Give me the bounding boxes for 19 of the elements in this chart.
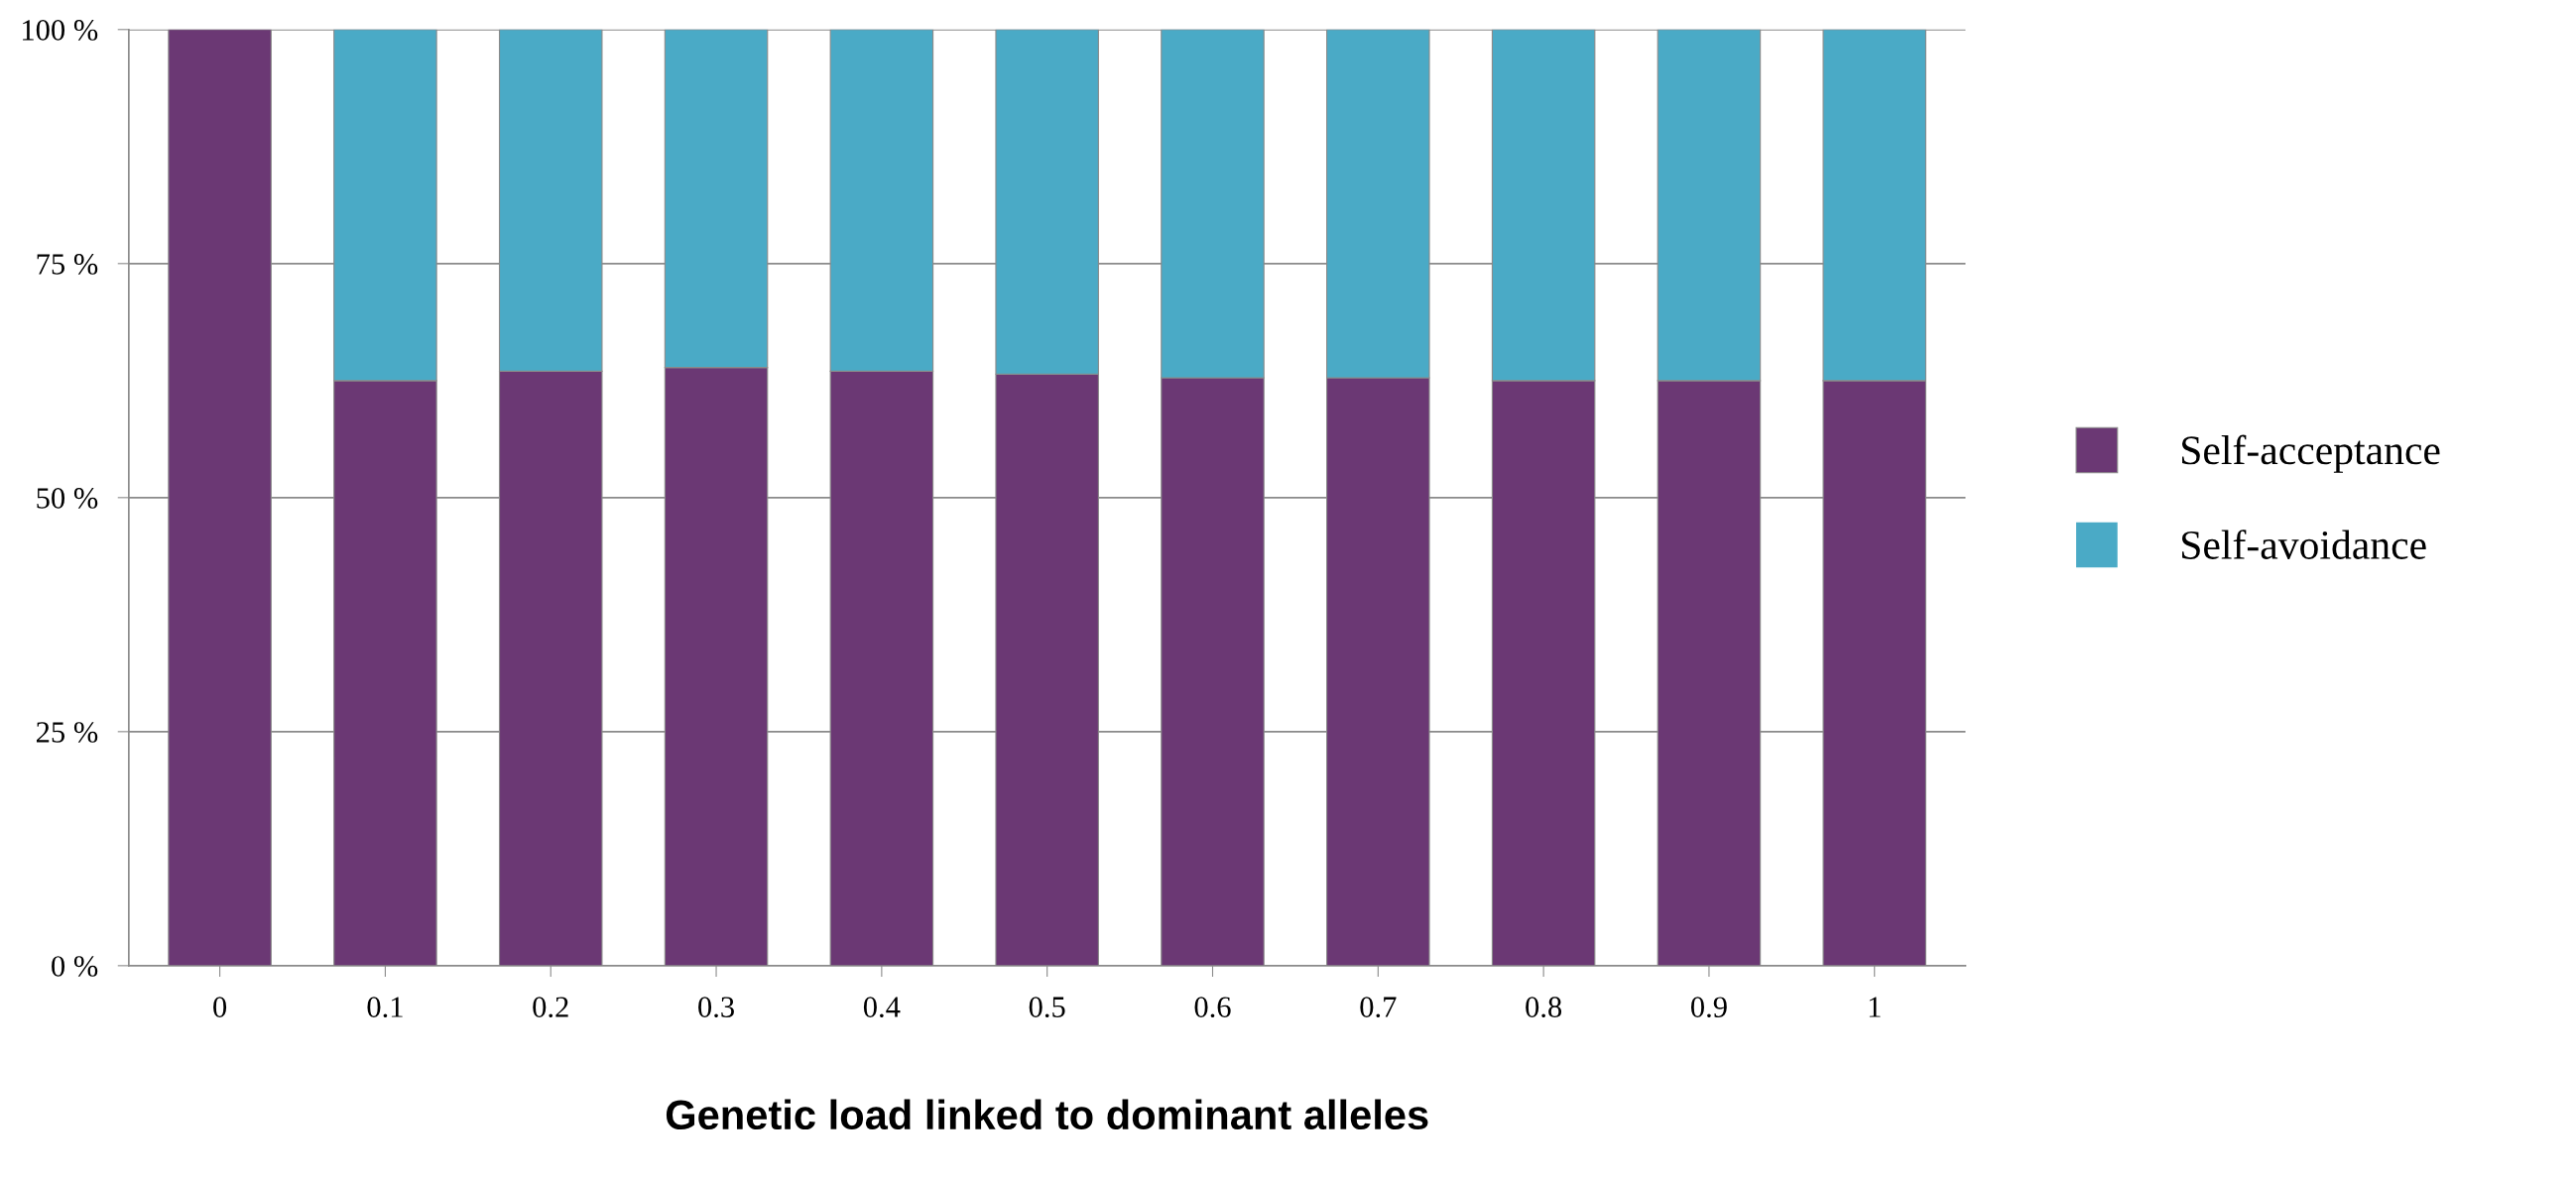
x-axis-title: Genetic load linked to dominant alleles [666, 1099, 1428, 1130]
x-tick-label: 1 [1869, 997, 1881, 1017]
x-tick-label: 0 [213, 997, 227, 1017]
y-tick-label: 0 % [52, 956, 98, 977]
x-tick-label: 0.1 [367, 997, 403, 1018]
x-tick-label: 0.7 [1360, 997, 1397, 1018]
x-tick-label: 0.6 [1194, 997, 1231, 1018]
y-tick-label: 50 % [37, 488, 98, 509]
x-tick-label: 0.5 [1029, 997, 1065, 1018]
y-tick-label: 25 % [36, 722, 98, 743]
x-tick-label: 0.9 [1691, 997, 1727, 1018]
x-tick-label: 0.2 [533, 997, 568, 1018]
legend-label: Self-acceptance [2182, 434, 2440, 473]
legend-label: Self-avoidance [2182, 530, 2426, 559]
y-tick-label: 75 % [37, 254, 98, 275]
x-tick-label: 0.4 [863, 997, 901, 1018]
y-tick-label: 100 % [23, 20, 98, 41]
x-tick-label: 0.3 [698, 997, 734, 1018]
x-tick-label: 0.8 [1526, 997, 1562, 1018]
